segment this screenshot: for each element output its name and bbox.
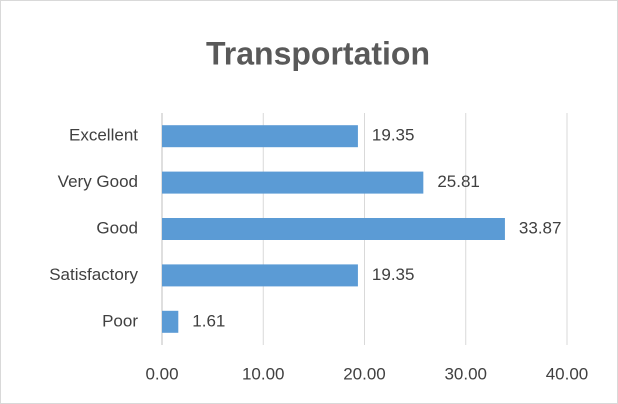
y-tick-label: Very Good xyxy=(58,172,138,191)
x-tick-label: 0.00 xyxy=(145,364,178,383)
y-tick-label: Satisfactory xyxy=(49,265,138,284)
data-label: 33.87 xyxy=(519,218,562,237)
bar xyxy=(162,264,358,287)
y-tick-label: Good xyxy=(96,218,138,237)
data-label: 1.61 xyxy=(192,311,225,330)
x-tick-label: 40.00 xyxy=(546,364,589,383)
bar xyxy=(162,310,179,333)
x-tick-label: 20.00 xyxy=(343,364,386,383)
data-label: 19.35 xyxy=(372,265,415,284)
data-label: 25.81 xyxy=(437,172,480,191)
x-tick-label: 30.00 xyxy=(444,364,487,383)
bar xyxy=(162,218,505,240)
x-tick-label: 10.00 xyxy=(242,364,285,383)
chart-title: Transportation xyxy=(206,35,430,71)
data-label: 19.35 xyxy=(372,126,415,145)
y-tick-label: Poor xyxy=(102,311,138,330)
bar xyxy=(162,171,424,194)
bar xyxy=(162,125,358,148)
y-tick-label: Excellent xyxy=(69,126,138,145)
